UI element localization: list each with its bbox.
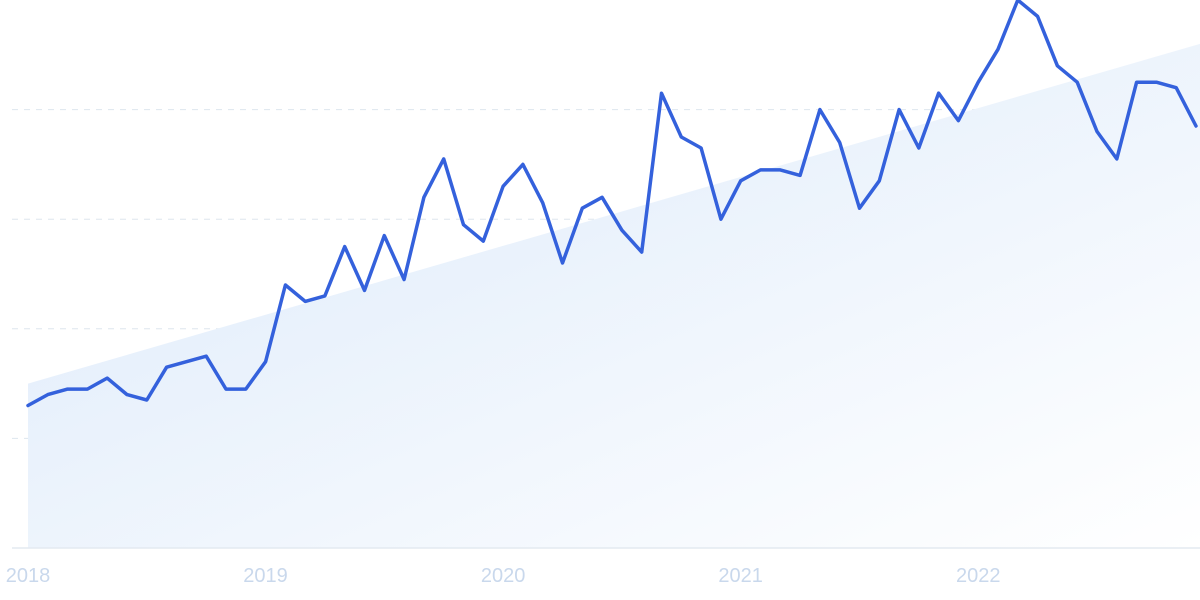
x-tick-label: 2018	[6, 565, 51, 587]
data-point	[738, 178, 744, 184]
data-point	[164, 364, 170, 370]
data-point	[599, 194, 605, 200]
x-tick-label: 2019	[243, 565, 288, 587]
data-point	[65, 386, 71, 392]
data-point	[876, 178, 882, 184]
data-point	[916, 145, 922, 151]
x-tick-label: 2020	[481, 565, 526, 587]
series-line	[26, 0, 1198, 408]
data-point	[955, 118, 961, 124]
data-point	[995, 46, 1001, 52]
data-point	[718, 216, 724, 222]
data-point	[1193, 123, 1199, 129]
data-point	[817, 107, 823, 113]
data-point	[45, 392, 51, 398]
data-point	[381, 233, 387, 239]
data-point	[243, 386, 249, 392]
data-point	[441, 156, 447, 162]
data-point	[144, 397, 150, 403]
data-point	[678, 134, 684, 140]
data-point	[84, 386, 90, 392]
x-tick-label: 2022	[956, 565, 1001, 587]
data-point	[1074, 79, 1080, 85]
data-point	[342, 244, 348, 250]
data-point	[1134, 79, 1140, 85]
data-point	[322, 293, 328, 299]
data-point	[619, 227, 625, 233]
data-point	[25, 403, 31, 409]
data-point	[797, 172, 803, 178]
data-point	[263, 359, 269, 365]
x-tick-label: 2021	[718, 565, 763, 587]
data-point	[480, 238, 486, 244]
data-point	[658, 90, 664, 96]
data-point	[856, 205, 862, 211]
data-point	[540, 200, 546, 206]
data-point	[579, 205, 585, 211]
data-point	[896, 107, 902, 113]
data-point	[500, 183, 506, 189]
data-point	[560, 260, 566, 266]
data-point	[461, 222, 467, 228]
data-point	[223, 386, 229, 392]
data-point	[1114, 156, 1120, 162]
data-point	[1035, 13, 1041, 19]
data-point	[1173, 85, 1179, 91]
data-point	[1153, 79, 1159, 85]
data-point	[362, 287, 368, 293]
data-point	[183, 359, 189, 365]
data-point	[698, 145, 704, 151]
data-point	[124, 392, 130, 398]
data-point	[302, 298, 308, 304]
data-point	[421, 194, 427, 200]
data-point	[1094, 129, 1100, 135]
data-point	[936, 90, 942, 96]
data-point	[104, 375, 110, 381]
data-point	[401, 276, 407, 282]
trend-area	[28, 43, 1200, 549]
data-point	[1054, 63, 1060, 69]
data-point	[837, 139, 843, 145]
data-point	[757, 167, 763, 173]
data-point	[282, 282, 288, 288]
data-point	[520, 161, 526, 167]
data-point	[777, 167, 783, 173]
data-point	[203, 353, 209, 359]
data-point	[639, 249, 645, 255]
x-axis-ticks: 2018 2019 2020 2021 2022	[6, 565, 1001, 587]
data-point	[975, 79, 981, 85]
